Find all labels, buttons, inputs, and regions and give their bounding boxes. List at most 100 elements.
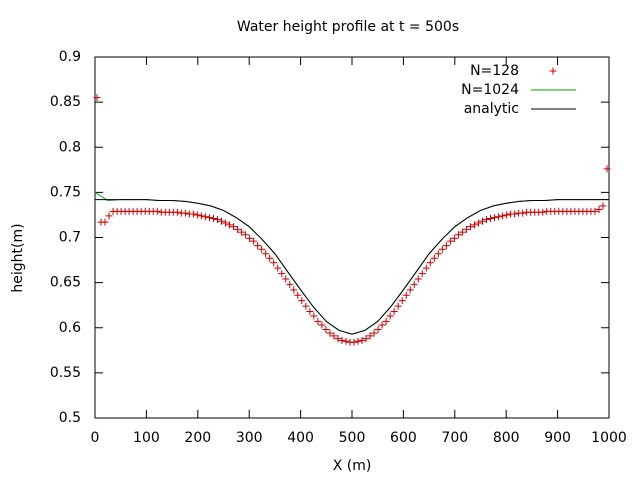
data-point bbox=[173, 208, 181, 216]
data-point bbox=[410, 280, 418, 288]
data-point bbox=[274, 264, 282, 272]
x-axis-label: X (m) bbox=[333, 458, 372, 474]
data-point bbox=[254, 242, 262, 250]
data-point bbox=[370, 329, 378, 337]
x-tick-label: 400 bbox=[287, 430, 314, 446]
data-point bbox=[238, 228, 246, 236]
data-point bbox=[326, 329, 334, 337]
data-point bbox=[434, 250, 442, 258]
y-tick-label: 0.85 bbox=[50, 94, 81, 110]
y-axis-label: height(m) bbox=[10, 223, 26, 292]
data-point bbox=[390, 308, 398, 316]
data-point bbox=[270, 259, 278, 267]
data-point bbox=[209, 215, 217, 223]
data-point bbox=[462, 225, 470, 233]
data-point bbox=[222, 219, 230, 227]
data-point bbox=[458, 228, 466, 236]
data-point bbox=[250, 237, 258, 245]
data-point bbox=[398, 297, 406, 305]
chart-title: Water height profile at t = 500s bbox=[237, 19, 459, 35]
data-point bbox=[491, 214, 499, 222]
data-point bbox=[282, 275, 290, 283]
legend-swatch bbox=[549, 67, 557, 75]
data-point bbox=[197, 212, 205, 220]
data-point bbox=[595, 206, 603, 214]
data-point bbox=[382, 317, 390, 325]
data-point bbox=[495, 213, 503, 221]
data-point bbox=[430, 254, 438, 262]
data-point bbox=[342, 337, 350, 345]
data-point bbox=[338, 336, 346, 344]
data-point bbox=[603, 165, 611, 173]
data-point bbox=[298, 297, 306, 305]
data-point bbox=[290, 286, 298, 294]
y-tick-label: 0.8 bbox=[59, 139, 81, 155]
data-point bbox=[511, 210, 519, 218]
y-tick-label: 0.6 bbox=[59, 320, 81, 336]
data-point bbox=[242, 231, 250, 239]
data-point bbox=[314, 317, 322, 325]
x-tick-label: 300 bbox=[236, 430, 263, 446]
data-point bbox=[406, 286, 414, 294]
data-point bbox=[262, 250, 270, 258]
y-tick-label: 0.7 bbox=[59, 230, 81, 246]
legend-label: N=1024 bbox=[461, 82, 519, 98]
data-point bbox=[418, 270, 426, 278]
data-point bbox=[422, 264, 430, 272]
y-tick-label: 0.5 bbox=[59, 410, 81, 426]
data-point bbox=[454, 231, 462, 239]
data-point bbox=[479, 217, 487, 225]
data-point bbox=[354, 337, 362, 345]
data-point bbox=[294, 291, 302, 299]
x-tick-label: 900 bbox=[544, 430, 571, 446]
data-point bbox=[539, 208, 547, 216]
y-tick-label: 0.65 bbox=[50, 275, 81, 291]
legend-label: N=128 bbox=[470, 63, 519, 79]
y-tick-label: 0.9 bbox=[59, 49, 81, 65]
x-tick-label: 100 bbox=[133, 430, 160, 446]
x-tick-label: 1000 bbox=[591, 430, 627, 446]
data-point bbox=[189, 210, 197, 218]
data-point bbox=[302, 302, 310, 310]
data-point bbox=[394, 302, 402, 310]
data-point bbox=[426, 259, 434, 267]
data-point bbox=[414, 275, 422, 283]
data-point bbox=[181, 209, 189, 217]
data-point bbox=[217, 217, 225, 225]
data-point bbox=[318, 321, 326, 329]
data-point bbox=[153, 207, 161, 215]
data-point bbox=[378, 321, 386, 329]
data-point bbox=[286, 280, 294, 288]
x-tick-label: 500 bbox=[339, 430, 366, 446]
y-tick-label: 0.75 bbox=[50, 184, 81, 200]
data-point bbox=[450, 234, 458, 242]
data-point bbox=[386, 312, 394, 320]
data-point bbox=[350, 338, 358, 346]
data-point bbox=[105, 212, 113, 220]
data-point bbox=[306, 308, 314, 316]
x-tick-label: 700 bbox=[441, 430, 468, 446]
data-point bbox=[278, 270, 286, 278]
data-point bbox=[402, 291, 410, 299]
data-point bbox=[470, 221, 478, 229]
data-point bbox=[362, 335, 370, 343]
x-tick-label: 200 bbox=[184, 430, 211, 446]
y-tick-label: 0.55 bbox=[50, 365, 81, 381]
data-point bbox=[599, 202, 607, 210]
data-point bbox=[213, 215, 221, 223]
data-point bbox=[487, 215, 495, 223]
data-point bbox=[591, 207, 599, 215]
data-point bbox=[446, 237, 454, 245]
data-point bbox=[334, 335, 342, 343]
data-point bbox=[226, 221, 234, 229]
data-point bbox=[499, 212, 507, 220]
data-point bbox=[193, 211, 201, 219]
data-line bbox=[95, 199, 609, 335]
data-point bbox=[230, 223, 238, 231]
data-point bbox=[93, 94, 101, 102]
data-point bbox=[442, 242, 450, 250]
data-point bbox=[322, 326, 330, 334]
x-tick-label: 800 bbox=[493, 430, 520, 446]
data-point bbox=[246, 234, 254, 242]
